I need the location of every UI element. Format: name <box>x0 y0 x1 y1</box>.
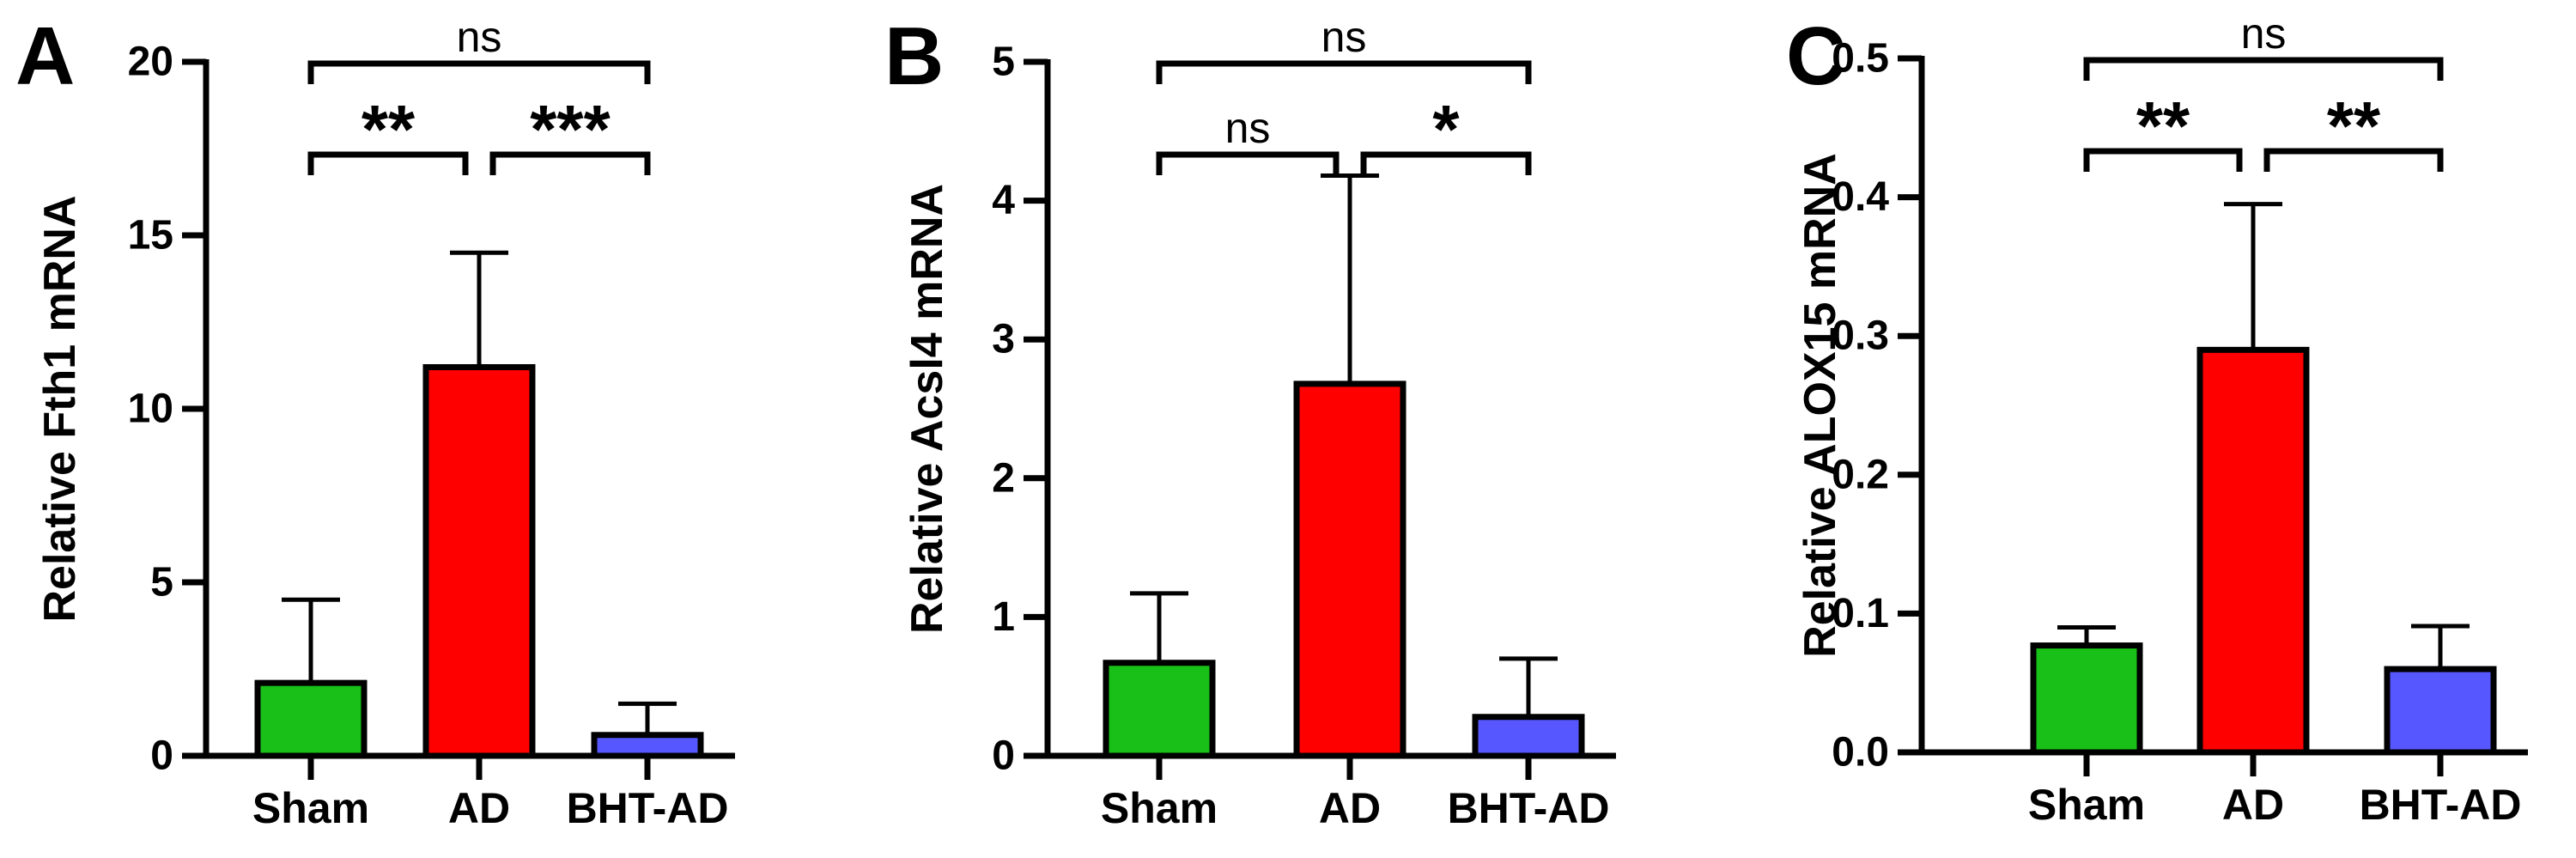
y-tick-label: 0.1 <box>1832 591 1889 636</box>
bar-bht-ad <box>2384 666 2497 756</box>
y-tick-label: 0 <box>150 733 173 779</box>
significance-bracket <box>1360 151 1532 175</box>
significance-bracket <box>307 151 469 175</box>
y-tick-label: 0.4 <box>1832 174 1889 220</box>
y-tick-label: 1 <box>992 594 1015 640</box>
panel-b: B Relative Acsl4 mRNA 0 1 2 3 4 5 Sham AD BHT-AD ns… <box>884 10 1616 832</box>
bar-ad <box>2196 346 2310 756</box>
panel-a: A Relative Fth1 mRNA 0 5 10 15 20 Sham AD BHT-AD *… <box>15 10 735 832</box>
bar-sham <box>2030 642 2143 756</box>
significance-bracket <box>1156 151 1340 175</box>
y-tick-label: 15 <box>128 213 173 259</box>
x-tick-label: AD <box>2222 781 2284 829</box>
significance-label: ** <box>2136 88 2190 164</box>
x-tick-label: Sham <box>1101 784 1218 832</box>
significance-label: ns <box>1321 13 1367 61</box>
y-axis-label: Relative Fth1 mRNA <box>35 196 85 623</box>
significance-label: ** <box>2327 88 2381 164</box>
significance-bracket <box>1156 60 1532 84</box>
y-tick-label: 20 <box>128 40 173 85</box>
significance-bracket <box>307 60 651 84</box>
bar-ad <box>422 364 536 759</box>
bar-bht-ad <box>1472 714 1585 759</box>
x-tick-label: Sham <box>252 784 369 832</box>
bar-ad <box>1293 380 1406 759</box>
y-axis-label: Relative ALOX15 mRNA <box>1795 153 1845 658</box>
y-axis-label: Relative Acsl4 mRNA <box>902 184 952 634</box>
y-tick-label: 5 <box>150 560 173 605</box>
y-tick-label: 5 <box>992 40 1015 85</box>
y-tick-label: 10 <box>128 386 173 432</box>
y-tick-label: 4 <box>992 178 1015 223</box>
x-tick-label: BHT-AD <box>1448 784 1610 832</box>
x-tick-label: AD <box>448 784 510 832</box>
y-tick-label: 0.0 <box>1832 730 1889 776</box>
x-tick-label: BHT-AD <box>567 784 729 832</box>
x-tick-label: AD <box>1319 784 1381 832</box>
y-tick-label: 0 <box>992 733 1015 779</box>
significance-bracket <box>2083 57 2444 81</box>
panel-letter: B <box>884 10 944 102</box>
y-tick-label: 0.5 <box>1832 36 1889 82</box>
bar-bht-ad <box>591 732 704 759</box>
significance-label: ** <box>361 91 416 167</box>
x-tick-label: Sham <box>2028 781 2145 829</box>
y-tick-label: 3 <box>992 317 1015 362</box>
significance-bracket <box>489 151 651 175</box>
significance-label: ns <box>2241 9 2287 58</box>
significance-bracket <box>2083 148 2243 172</box>
panel-c: C Relative ALOX15 mRNA 0.0 0.1 0.2 0.3 0.4 0.5 S… <box>1786 9 2528 829</box>
panel-letter: A <box>15 10 75 102</box>
significance-label: *** <box>530 91 611 167</box>
significance-label: * <box>1432 91 1460 167</box>
y-tick-label: 0.3 <box>1832 313 1889 359</box>
panel-letter: C <box>1786 10 1845 102</box>
significance-label: ns <box>457 13 502 61</box>
y-tick-label: 0.2 <box>1832 452 1889 497</box>
significance-label: ns <box>1225 104 1271 152</box>
bar-sham <box>1103 660 1216 759</box>
bar-sham <box>254 679 368 759</box>
x-tick-label: BHT-AD <box>2360 781 2522 829</box>
significance-bracket <box>2263 148 2444 172</box>
y-tick-label: 2 <box>992 455 1015 501</box>
